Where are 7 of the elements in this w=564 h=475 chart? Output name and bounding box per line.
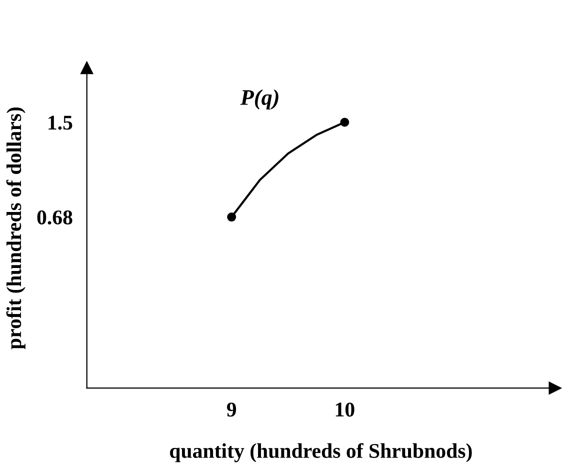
x-tick-label: 9 xyxy=(226,402,236,417)
x-axis-title: quantity (hundreds of Shrubnods) xyxy=(170,443,472,462)
y-axis-title: profit (hundreds of dollars) xyxy=(6,107,26,350)
annotation: P(q) xyxy=(240,89,278,110)
y-tick-label: 0.68 xyxy=(37,210,72,225)
y-tick-label: 1.5 xyxy=(48,116,72,130)
x-tick-label: 10 xyxy=(336,402,354,417)
